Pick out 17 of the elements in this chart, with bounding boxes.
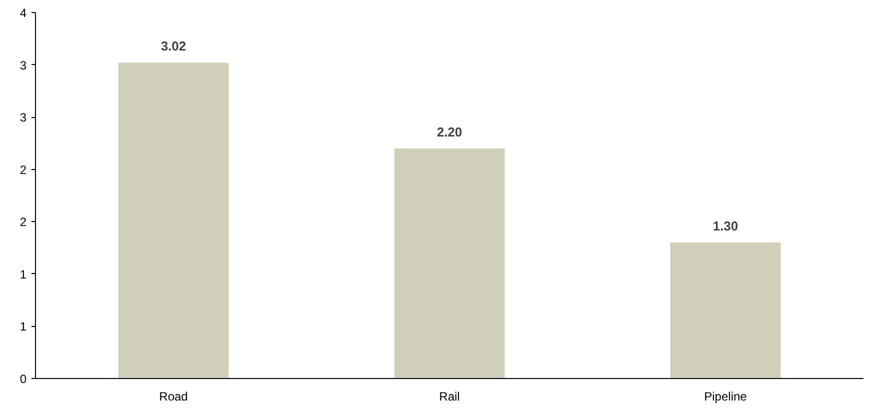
data-label: 2.20 (436, 124, 462, 140)
y-tick-label: 2 (20, 215, 27, 230)
x-tick-label: Pipeline (704, 390, 748, 404)
y-tick-label: 0 (20, 372, 27, 386)
x-tick-label: Road (159, 390, 188, 404)
data-label: 3.02 (160, 38, 186, 54)
y-tick-label: 3 (20, 110, 27, 125)
x-tick-label: Rail (439, 390, 460, 404)
y-tick-label: 1 (20, 267, 27, 282)
y-tick-label: 3 (20, 58, 27, 72)
bar (670, 242, 781, 378)
y-tick-label: 1 (20, 320, 27, 334)
bar (394, 148, 505, 378)
bar (118, 62, 229, 378)
data-label: 1.30 (712, 218, 738, 234)
y-tick-label: 4 (20, 6, 27, 20)
y-tick-label: 2 (20, 162, 27, 177)
